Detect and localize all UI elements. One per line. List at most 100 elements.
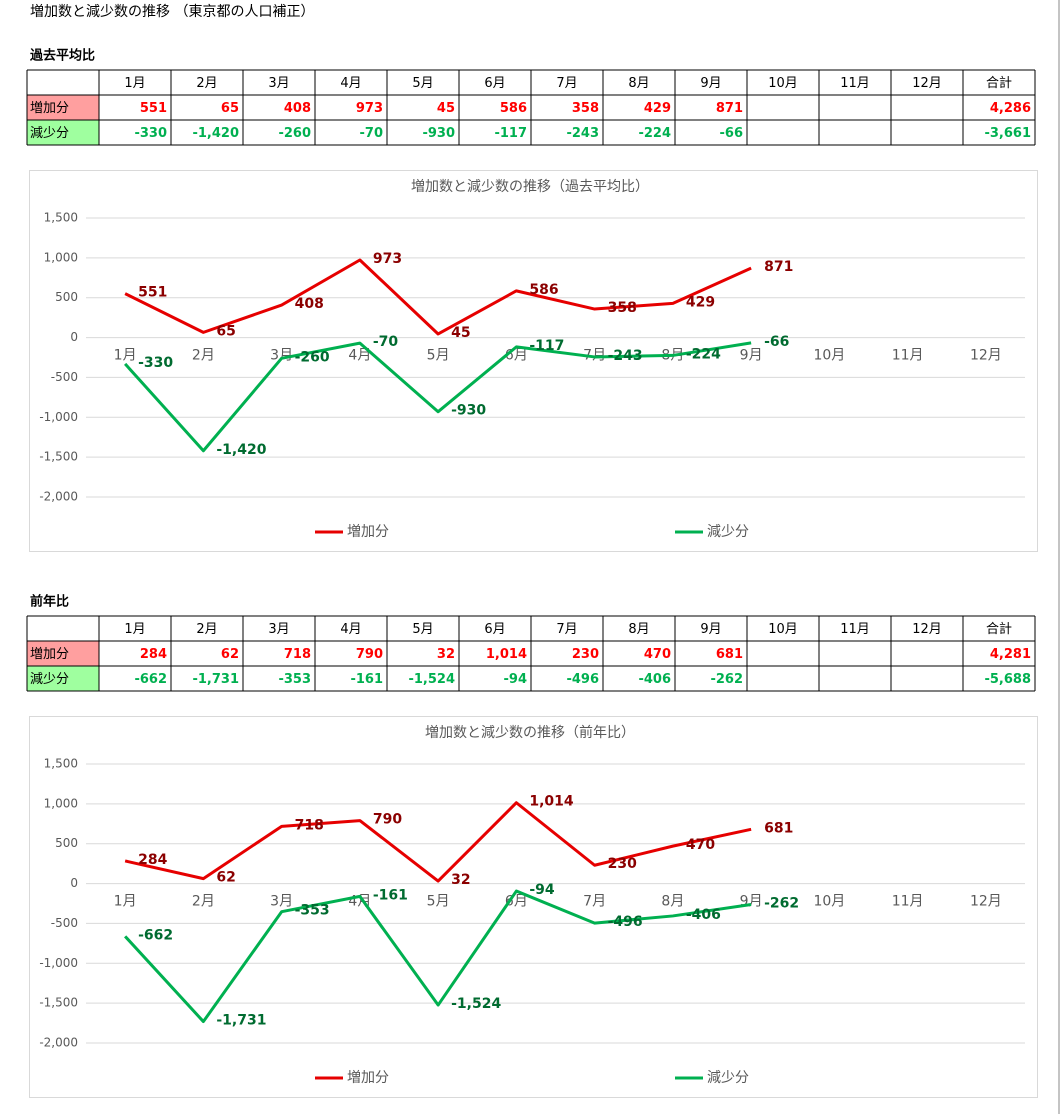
y-tick-label: 500	[55, 290, 78, 304]
x-tick-label: 10月	[813, 348, 845, 364]
data-label: -260	[295, 349, 330, 365]
legend-label: 増加分	[347, 1070, 389, 1086]
cell-value: 230	[572, 647, 599, 662]
cell-value: -1,731	[192, 672, 239, 687]
y-tick-label: 1,500	[44, 211, 78, 225]
column-header: 1月	[124, 76, 145, 91]
x-tick-label: 12月	[970, 894, 1002, 910]
cell-value: 973	[356, 101, 383, 116]
x-tick-label: 11月	[892, 894, 924, 910]
data-label: 32	[451, 872, 470, 888]
y-tick-label: -1,500	[39, 996, 78, 1010]
cell-value: 470	[644, 647, 671, 662]
data-label: -262	[764, 895, 799, 911]
column-header: 11月	[840, 622, 870, 637]
row-label: 増加分	[30, 647, 69, 662]
y-tick-label: 500	[55, 836, 78, 850]
column-header: 9月	[700, 622, 721, 637]
series-line	[124, 801, 752, 883]
x-tick-label: 4月	[348, 348, 371, 364]
cell-total: -5,688	[984, 672, 1031, 687]
chart-frame	[29, 170, 1038, 552]
chart-title: 増加数と減少数の推移（前年比）	[425, 724, 635, 741]
data-label: -353	[295, 903, 330, 919]
column-header: 12月	[912, 622, 942, 637]
data-label: 790	[373, 812, 402, 828]
legend-label: 減少分	[707, 523, 749, 540]
label-cell-bg	[27, 641, 99, 666]
column-header: 2月	[196, 622, 217, 637]
x-tick-label: 8月	[661, 894, 684, 910]
cell-value: -930	[422, 126, 455, 141]
data-label: 284	[138, 852, 167, 868]
y-tick-label: -1,500	[39, 450, 78, 464]
data-label: -94	[529, 882, 555, 898]
x-tick-label: 6月	[505, 348, 528, 364]
y-tick-label: 0	[70, 876, 78, 890]
y-tick-label: 1,500	[44, 757, 78, 771]
column-header: 7月	[556, 622, 577, 637]
chart-title: 増加数と減少数の推移（過去平均比）	[411, 178, 649, 195]
cell-value: -406	[638, 672, 671, 687]
y-tick-label: -1,000	[39, 410, 78, 424]
x-tick-label: 3月	[270, 894, 293, 910]
x-tick-label: 5月	[427, 894, 450, 910]
cell-value: 790	[356, 647, 383, 662]
cell-total: -3,661	[984, 126, 1031, 141]
data-label: 230	[608, 856, 637, 872]
data-label: 65	[216, 323, 235, 339]
cell-value: 45	[437, 101, 455, 116]
column-header: 5月	[412, 622, 433, 637]
cell-value: -224	[638, 126, 671, 141]
page-title: 増加数と減少数の推移 （東京都の人口補正）	[30, 3, 314, 20]
data-label: 408	[295, 296, 324, 312]
data-label: -66	[764, 334, 789, 350]
row-label: 増加分	[30, 101, 69, 116]
data-label: 973	[373, 251, 402, 267]
data-label: 62	[216, 870, 235, 886]
data-label: 45	[451, 325, 470, 341]
cell-value: -353	[278, 672, 311, 687]
cell-value: 871	[716, 101, 743, 116]
cell-value: -496	[566, 672, 599, 687]
x-tick-label: 1月	[114, 348, 137, 364]
column-header: 7月	[556, 76, 577, 91]
data-label: 718	[295, 817, 324, 833]
chart-frame	[29, 716, 1038, 1098]
y-tick-label: 0	[70, 330, 78, 344]
x-tick-label: 10月	[813, 894, 845, 910]
cell-value: 408	[284, 101, 311, 116]
cell-total: 4,281	[990, 647, 1031, 662]
x-tick-label: 2月	[192, 894, 215, 910]
series-line	[124, 889, 752, 1024]
cell-value: 65	[221, 101, 239, 116]
data-label: -1,524	[451, 996, 501, 1012]
cell-value: 62	[221, 647, 239, 662]
column-header: 4月	[340, 76, 361, 91]
label-cell-bg	[27, 666, 99, 691]
data-label: -662	[138, 927, 173, 943]
cell-value: -243	[566, 126, 599, 141]
column-header: 9月	[700, 76, 721, 91]
y-tick-label: 1,000	[44, 796, 78, 810]
data-label: -117	[529, 338, 564, 354]
y-tick-label: -2,000	[39, 1036, 78, 1050]
data-label: 358	[608, 300, 637, 316]
cell-value: 681	[716, 647, 743, 662]
data-label: 681	[764, 820, 793, 836]
data-label: -406	[686, 907, 721, 923]
column-header: 12月	[912, 76, 942, 91]
cell-value: -66	[720, 126, 744, 141]
data-label: -496	[608, 914, 643, 930]
series-line	[124, 341, 752, 453]
cell-value: 718	[284, 647, 311, 662]
column-header: 2月	[196, 76, 217, 91]
column-header: 合計	[986, 621, 1012, 637]
data-label: -224	[686, 346, 721, 362]
y-tick-label: -1,000	[39, 956, 78, 970]
legend-label: 減少分	[707, 1069, 749, 1086]
y-tick-label: -500	[51, 370, 78, 384]
data-label: -330	[138, 355, 173, 371]
data-label: -930	[451, 403, 486, 419]
